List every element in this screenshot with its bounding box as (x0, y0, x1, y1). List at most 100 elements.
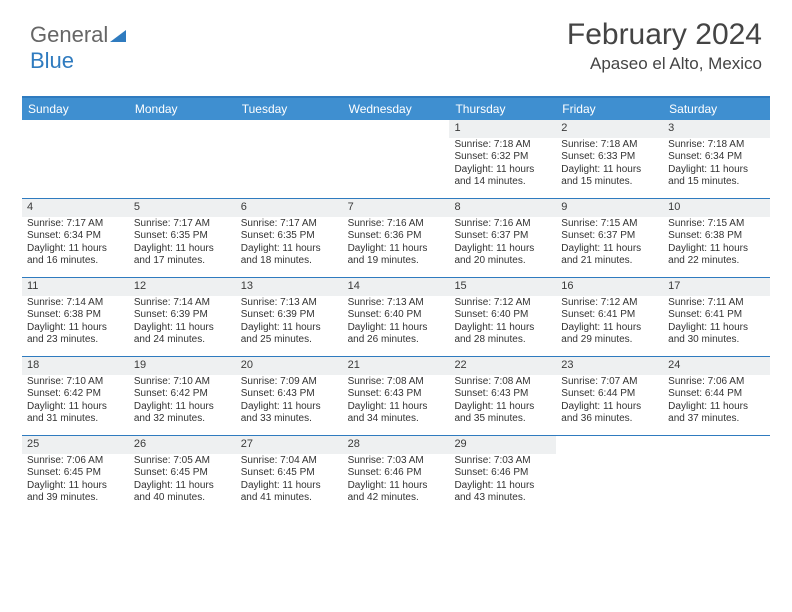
sunset-line: Sunset: 6:36 PM (348, 230, 445, 243)
daylight-line: Daylight: 11 hours and 14 minutes. (454, 164, 551, 189)
day-number: 8 (449, 199, 556, 217)
sunrise-line: Sunrise: 7:16 AM (348, 218, 445, 231)
calendar-body: 1Sunrise: 7:18 AMSunset: 6:32 PMDaylight… (22, 120, 770, 511)
sunrise-line: Sunrise: 7:12 AM (561, 297, 658, 310)
location-subtitle: Apaseo el Alto, Mexico (567, 54, 762, 74)
calendar-day-cell: 8Sunrise: 7:16 AMSunset: 6:37 PMDaylight… (449, 199, 556, 277)
sunrise-line: Sunrise: 7:07 AM (561, 376, 658, 389)
calendar-day-cell: 24Sunrise: 7:06 AMSunset: 6:44 PMDayligh… (663, 357, 770, 435)
sunrise-line: Sunrise: 7:17 AM (27, 218, 124, 231)
day-number: 11 (22, 278, 129, 296)
day-number: 24 (663, 357, 770, 375)
sunset-line: Sunset: 6:33 PM (561, 151, 658, 164)
sunset-line: Sunset: 6:45 PM (134, 467, 231, 480)
calendar-empty-cell (129, 120, 236, 198)
day-number: 22 (449, 357, 556, 375)
calendar-day-cell: 12Sunrise: 7:14 AMSunset: 6:39 PMDayligh… (129, 278, 236, 356)
sunrise-line: Sunrise: 7:13 AM (241, 297, 338, 310)
sunset-line: Sunset: 6:43 PM (348, 388, 445, 401)
calendar-day-cell: 18Sunrise: 7:10 AMSunset: 6:42 PMDayligh… (22, 357, 129, 435)
month-title: February 2024 (567, 18, 762, 52)
weekday-header: Wednesday (343, 98, 450, 120)
sunset-line: Sunset: 6:41 PM (561, 309, 658, 322)
sunset-line: Sunset: 6:38 PM (27, 309, 124, 322)
daylight-line: Daylight: 11 hours and 33 minutes. (241, 401, 338, 426)
calendar-week-row: 1Sunrise: 7:18 AMSunset: 6:32 PMDaylight… (22, 120, 770, 198)
day-number: 16 (556, 278, 663, 296)
calendar-day-cell: 21Sunrise: 7:08 AMSunset: 6:43 PMDayligh… (343, 357, 450, 435)
daylight-line: Daylight: 11 hours and 41 minutes. (241, 480, 338, 505)
calendar-day-cell: 11Sunrise: 7:14 AMSunset: 6:38 PMDayligh… (22, 278, 129, 356)
day-number: 21 (343, 357, 450, 375)
sunset-line: Sunset: 6:44 PM (561, 388, 658, 401)
daylight-line: Daylight: 11 hours and 28 minutes. (454, 322, 551, 347)
daylight-line: Daylight: 11 hours and 25 minutes. (241, 322, 338, 347)
sunrise-line: Sunrise: 7:08 AM (454, 376, 551, 389)
daylight-line: Daylight: 11 hours and 22 minutes. (668, 243, 765, 268)
daylight-line: Daylight: 11 hours and 40 minutes. (134, 480, 231, 505)
day-number: 9 (556, 199, 663, 217)
calendar-day-cell: 9Sunrise: 7:15 AMSunset: 6:37 PMDaylight… (556, 199, 663, 277)
daylight-line: Daylight: 11 hours and 17 minutes. (134, 243, 231, 268)
sunset-line: Sunset: 6:39 PM (241, 309, 338, 322)
daylight-line: Daylight: 11 hours and 30 minutes. (668, 322, 765, 347)
sunset-line: Sunset: 6:35 PM (241, 230, 338, 243)
calendar-week-row: 18Sunrise: 7:10 AMSunset: 6:42 PMDayligh… (22, 356, 770, 435)
calendar-day-cell: 7Sunrise: 7:16 AMSunset: 6:36 PMDaylight… (343, 199, 450, 277)
calendar-empty-cell (343, 120, 450, 198)
sunrise-line: Sunrise: 7:06 AM (27, 455, 124, 468)
daylight-line: Daylight: 11 hours and 32 minutes. (134, 401, 231, 426)
sunrise-line: Sunrise: 7:12 AM (454, 297, 551, 310)
sunrise-line: Sunrise: 7:14 AM (27, 297, 124, 310)
sunset-line: Sunset: 6:39 PM (134, 309, 231, 322)
daylight-line: Daylight: 11 hours and 31 minutes. (27, 401, 124, 426)
daylight-line: Daylight: 11 hours and 21 minutes. (561, 243, 658, 268)
weekday-header: Friday (556, 98, 663, 120)
daylight-line: Daylight: 11 hours and 15 minutes. (561, 164, 658, 189)
sunset-line: Sunset: 6:37 PM (454, 230, 551, 243)
weekday-header: Saturday (663, 98, 770, 120)
calendar-day-cell: 13Sunrise: 7:13 AMSunset: 6:39 PMDayligh… (236, 278, 343, 356)
day-number: 13 (236, 278, 343, 296)
sunrise-line: Sunrise: 7:05 AM (134, 455, 231, 468)
calendar-day-cell: 29Sunrise: 7:03 AMSunset: 6:46 PMDayligh… (449, 436, 556, 511)
calendar-day-cell: 16Sunrise: 7:12 AMSunset: 6:41 PMDayligh… (556, 278, 663, 356)
calendar-day-cell: 15Sunrise: 7:12 AMSunset: 6:40 PMDayligh… (449, 278, 556, 356)
sunrise-line: Sunrise: 7:04 AM (241, 455, 338, 468)
weekday-header: Thursday (449, 98, 556, 120)
sunrise-line: Sunrise: 7:15 AM (561, 218, 658, 231)
daylight-line: Daylight: 11 hours and 23 minutes. (27, 322, 124, 347)
sunset-line: Sunset: 6:43 PM (241, 388, 338, 401)
sunrise-line: Sunrise: 7:16 AM (454, 218, 551, 231)
sunrise-line: Sunrise: 7:06 AM (668, 376, 765, 389)
day-number: 7 (343, 199, 450, 217)
calendar-day-cell: 28Sunrise: 7:03 AMSunset: 6:46 PMDayligh… (343, 436, 450, 511)
calendar: Sunday Monday Tuesday Wednesday Thursday… (22, 96, 770, 511)
day-number: 4 (22, 199, 129, 217)
sunrise-line: Sunrise: 7:18 AM (668, 139, 765, 152)
weekday-header: Tuesday (236, 98, 343, 120)
day-number: 1 (449, 120, 556, 138)
brand-mark-icon (110, 30, 126, 42)
sunrise-line: Sunrise: 7:17 AM (241, 218, 338, 231)
calendar-day-cell: 19Sunrise: 7:10 AMSunset: 6:42 PMDayligh… (129, 357, 236, 435)
daylight-line: Daylight: 11 hours and 39 minutes. (27, 480, 124, 505)
title-block: February 2024 Apaseo el Alto, Mexico (567, 18, 762, 74)
daylight-line: Daylight: 11 hours and 16 minutes. (27, 243, 124, 268)
calendar-week-row: 4Sunrise: 7:17 AMSunset: 6:34 PMDaylight… (22, 198, 770, 277)
calendar-empty-cell (236, 120, 343, 198)
calendar-empty-cell (663, 436, 770, 511)
day-number: 3 (663, 120, 770, 138)
daylight-line: Daylight: 11 hours and 42 minutes. (348, 480, 445, 505)
sunset-line: Sunset: 6:40 PM (454, 309, 551, 322)
sunset-line: Sunset: 6:34 PM (668, 151, 765, 164)
day-number: 29 (449, 436, 556, 454)
day-number: 27 (236, 436, 343, 454)
day-number: 28 (343, 436, 450, 454)
calendar-day-cell: 25Sunrise: 7:06 AMSunset: 6:45 PMDayligh… (22, 436, 129, 511)
sunrise-line: Sunrise: 7:08 AM (348, 376, 445, 389)
day-number: 6 (236, 199, 343, 217)
daylight-line: Daylight: 11 hours and 43 minutes. (454, 480, 551, 505)
weekday-header-row: Sunday Monday Tuesday Wednesday Thursday… (22, 98, 770, 120)
sunrise-line: Sunrise: 7:10 AM (134, 376, 231, 389)
